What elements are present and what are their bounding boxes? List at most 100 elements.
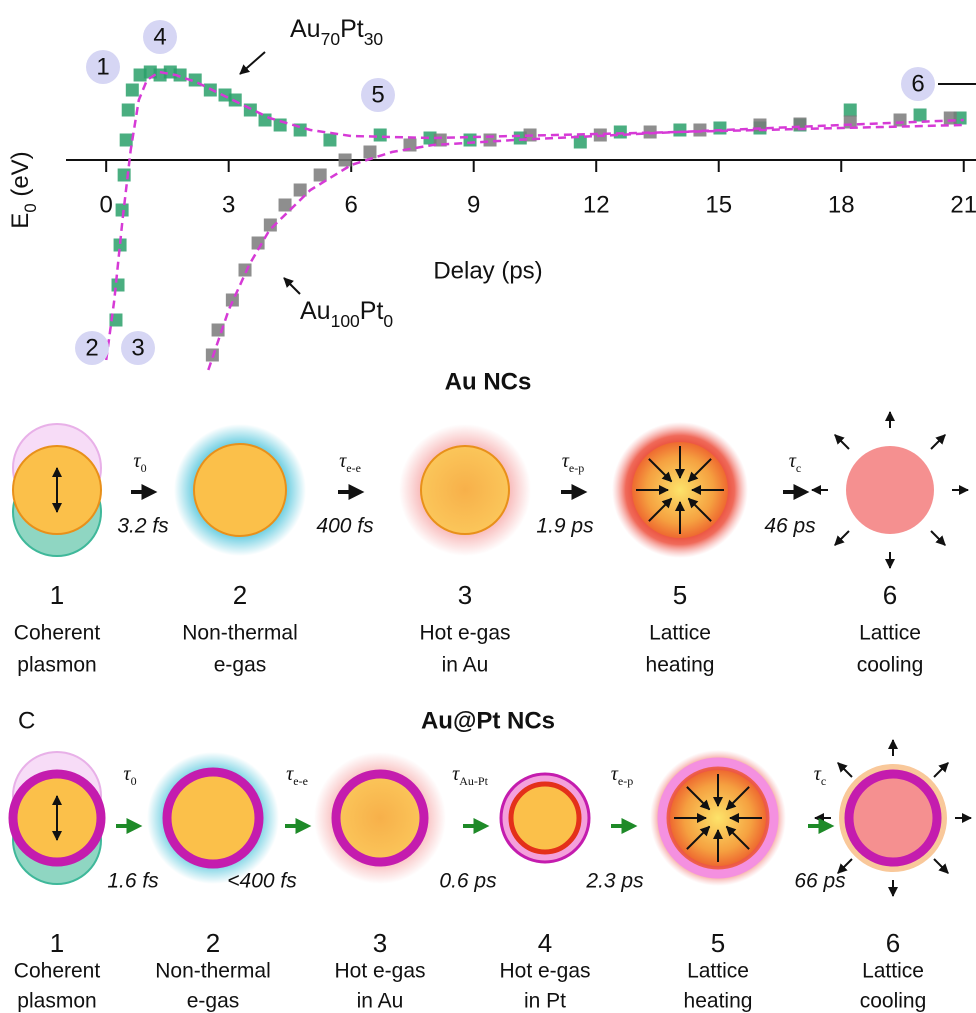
stage-number: 5	[673, 580, 687, 610]
tau-subscript: 0	[131, 774, 137, 788]
stage-number: 3	[373, 928, 387, 958]
x-tick-label: 9	[467, 191, 480, 218]
page: Au and Au@Pt NC dynamics {"chart_data": …	[0, 0, 976, 1013]
section-title: Au@Pt NCs	[421, 707, 555, 734]
data-point	[894, 114, 907, 127]
x-tick-label: 3	[222, 191, 235, 218]
stage-number: 1	[50, 928, 64, 958]
tau-subscript: 0	[141, 461, 147, 475]
x-tick-label: 15	[705, 191, 732, 218]
stage-marker-label: 2	[85, 334, 98, 361]
data-point	[112, 279, 125, 292]
data-point	[363, 146, 376, 159]
stage-marker-label: 3	[131, 334, 144, 361]
panel-label: C	[18, 707, 35, 734]
data-point	[673, 124, 686, 137]
x-axis-label: Delay (ps)	[433, 257, 542, 284]
stage-label: Non-thermal	[182, 622, 298, 645]
stage-label: Hot e-gas	[419, 622, 510, 645]
time-value: 0.6 ps	[439, 870, 497, 893]
stage-label: cooling	[857, 654, 924, 677]
data-point	[239, 264, 252, 277]
stage-label: heating	[684, 990, 753, 1013]
x-tick-label: 0	[99, 191, 112, 218]
stage-label: Lattice	[649, 622, 711, 645]
x-tick-label: 21	[950, 191, 976, 218]
data-point	[126, 84, 139, 97]
outward-arrow	[838, 763, 852, 777]
core	[846, 446, 934, 534]
outward-arrow	[931, 435, 945, 449]
tau-subscript: e-p	[569, 461, 584, 475]
stage-label: Coherent	[14, 960, 101, 983]
stage-label: Lattice	[862, 960, 924, 983]
data-point	[713, 122, 726, 135]
tau-subscript: c	[821, 774, 826, 788]
series-annotation: Au70Pt30	[290, 15, 383, 49]
annotation-arrow	[284, 278, 300, 294]
time-value: 1.9 ps	[536, 515, 594, 538]
data-point	[464, 134, 477, 147]
tau-subscript: e-e	[346, 461, 361, 475]
section-title: Au NCs	[445, 368, 532, 395]
stage-number: 6	[883, 580, 897, 610]
tau-subscript: Au-Pt	[459, 774, 488, 788]
data-point	[279, 199, 292, 212]
tau-subscript: e-p	[618, 774, 633, 788]
y-axis-label: E0 (eV)	[7, 151, 40, 228]
stage-label: e-gas	[187, 990, 240, 1013]
tau-subscript: c	[796, 461, 801, 475]
stage-number: 1	[50, 580, 64, 610]
stage-number: 4	[538, 928, 552, 958]
time-value: <400 fs	[227, 870, 297, 893]
stage-label: Coherent	[14, 622, 101, 645]
data-point	[374, 129, 387, 142]
stage-label: in Pt	[524, 990, 566, 1013]
time-value: 1.6 fs	[107, 870, 159, 893]
time-value: 3.2 fs	[117, 515, 169, 538]
stage-label: plasmon	[17, 654, 96, 677]
stage-label: cooling	[860, 990, 927, 1013]
stage-marker-label: 5	[371, 81, 384, 108]
fit-curve	[208, 120, 963, 370]
stage-number: 3	[458, 580, 472, 610]
x-tick-label: 18	[828, 191, 855, 218]
time-value: 400 fs	[316, 515, 374, 538]
stage-label: plasmon	[17, 990, 96, 1013]
time-constant: τ0	[133, 450, 146, 475]
stage-marker-label: 1	[96, 53, 109, 80]
stage-label: in Au	[442, 654, 489, 677]
stage-label: Hot e-gas	[499, 960, 590, 983]
outward-arrow	[835, 531, 849, 545]
time-constant: τAu-Pt	[452, 763, 489, 788]
stage-marker-label: 6	[911, 70, 924, 97]
stage-label: heating	[646, 654, 715, 677]
core	[511, 784, 579, 852]
data-point	[122, 104, 135, 117]
outward-arrow	[934, 763, 948, 777]
time-value: 46 ps	[764, 515, 816, 538]
stage-number: 2	[233, 580, 247, 610]
time-constant: τe-p	[611, 763, 634, 788]
data-point	[314, 169, 327, 182]
outward-arrow	[931, 531, 945, 545]
annotation-arrow	[240, 52, 265, 74]
data-point	[120, 134, 133, 147]
stage-label: Non-thermal	[155, 960, 271, 983]
x-tick-label: 12	[583, 191, 610, 218]
series-annotation: Au100Pt0	[300, 297, 393, 331]
time-constant: τc	[814, 763, 827, 788]
data-point	[339, 154, 352, 167]
time-value: 2.3 ps	[585, 870, 644, 893]
data-point	[944, 112, 957, 125]
time-constant: τe-p	[562, 450, 585, 475]
stage-label: in Au	[357, 990, 404, 1013]
time-value: 66 ps	[794, 870, 846, 893]
stage-label: e-gas	[214, 654, 267, 677]
stage-number: 2	[206, 928, 220, 958]
stage-marker-label: 4	[153, 23, 166, 50]
stage-label: Hot e-gas	[334, 960, 425, 983]
data-point	[914, 109, 927, 122]
data-point	[614, 126, 627, 139]
time-constant: τc	[789, 450, 802, 475]
